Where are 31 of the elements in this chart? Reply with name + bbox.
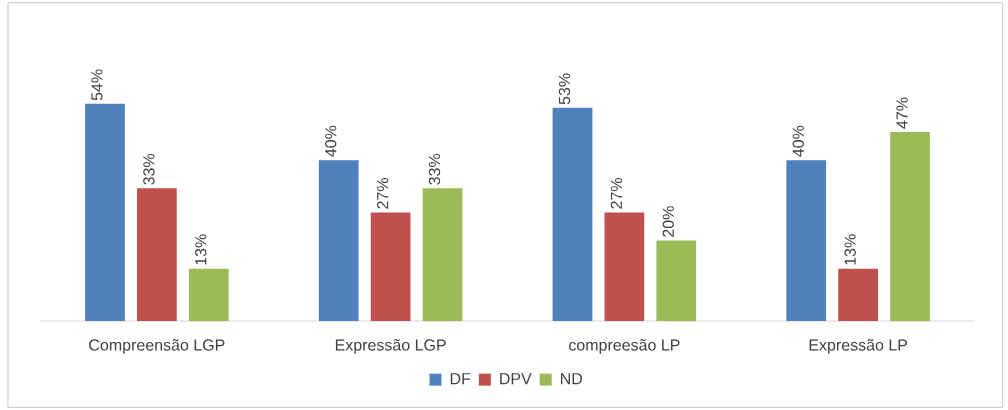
bar [370, 212, 411, 321]
bar [890, 131, 930, 321]
bar [552, 107, 593, 321]
data-label: 13% [195, 234, 207, 265]
data-label: 27% [377, 178, 389, 209]
legend-label: DPV [500, 373, 532, 385]
data-label: 27% [610, 178, 623, 209]
bar [656, 240, 697, 321]
x-tick-label: Expressão LGP [335, 339, 446, 354]
legend-label: DF [450, 373, 471, 385]
data-label: 13% [844, 234, 856, 265]
bar [137, 188, 177, 321]
data-label: 33% [143, 153, 155, 185]
x-tick-label: Expressão LP [809, 339, 908, 354]
data-label: 40% [325, 125, 337, 157]
bar [604, 212, 645, 321]
data-label: 33% [428, 153, 441, 185]
x-tick-label: compreesão LP [569, 339, 680, 354]
data-label: 54% [91, 69, 103, 101]
legend-label: ND [561, 373, 583, 385]
bar [786, 160, 827, 321]
data-label: 20% [662, 206, 674, 237]
data-label: 53% [558, 73, 571, 105]
data-label: 40% [792, 125, 804, 157]
bar [838, 268, 878, 321]
x-tick-label: Compreensão LGP [89, 339, 225, 354]
bar [85, 103, 125, 321]
bar [188, 268, 229, 321]
data-label: 47% [896, 97, 908, 129]
bar [318, 160, 359, 321]
bar [422, 188, 463, 321]
